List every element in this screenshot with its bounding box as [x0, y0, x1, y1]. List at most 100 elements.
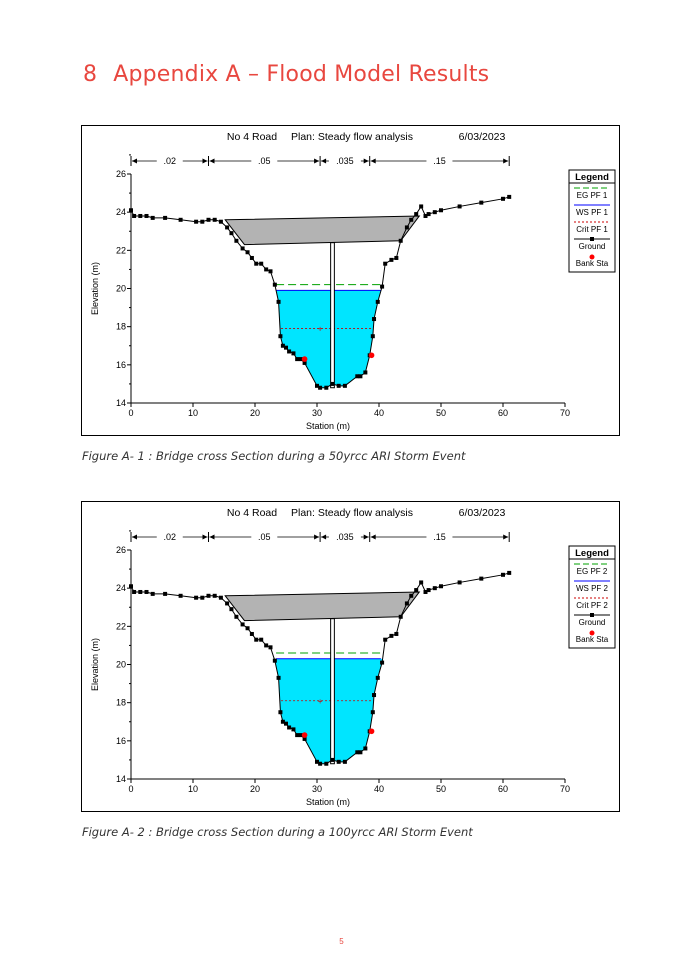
legend-title: Legend: [575, 548, 609, 559]
ground-point: [419, 204, 424, 209]
x-tick-label: 70: [560, 408, 570, 418]
mannings-label: .035: [336, 532, 354, 542]
ground-point: [132, 213, 137, 218]
ground-point: [194, 595, 199, 600]
x-tick-label: 10: [188, 784, 198, 794]
ground-point: [414, 588, 419, 593]
x-tick-label: 40: [374, 784, 384, 794]
ground-point: [298, 733, 303, 738]
ground-point: [383, 261, 388, 266]
ground-point: [501, 196, 505, 201]
ground-point: [276, 675, 281, 680]
mannings-label: .15: [433, 532, 446, 542]
ground-point: [144, 589, 149, 594]
ground-point: [439, 208, 443, 213]
ground-point: [398, 238, 403, 243]
ground-point: [229, 231, 234, 236]
ground-point: [336, 759, 341, 764]
bank-station-marker: [301, 356, 308, 362]
ground-point: [163, 215, 168, 220]
x-tick-label: 50: [436, 408, 446, 418]
ground-point: [370, 334, 375, 339]
ground-point: [138, 213, 143, 218]
bridge-pier: [330, 242, 335, 389]
ground-point: [278, 710, 283, 715]
figure-a1-chart: No 4 Road Plan: Steady flow analysis 6/03/…: [81, 125, 620, 436]
ground-point: [245, 250, 250, 255]
ground-point: [144, 213, 149, 218]
figure-a1-caption: Figure A- 1 : Bridge cross Section durin…: [82, 449, 466, 463]
ground-point: [276, 299, 281, 304]
ground-point: [150, 215, 155, 220]
bridge-deck: [224, 591, 421, 622]
ground-point: [358, 374, 363, 379]
ground-point: [200, 595, 205, 600]
water-area: [242, 658, 410, 764]
x-tick-label: 20: [250, 408, 260, 418]
ground-point: [355, 750, 360, 755]
legend-entry: Ground: [579, 618, 606, 627]
y-tick-label: 22: [116, 621, 126, 631]
ground-point: [287, 725, 292, 730]
ground-point: [336, 383, 341, 388]
ground-point: [218, 219, 223, 224]
mannings-arrowhead: [132, 158, 137, 164]
bank-station-marker: [368, 728, 375, 735]
legend-entry: Bank Sta: [576, 259, 609, 268]
ground-point: [225, 225, 230, 230]
ground-point: [229, 607, 234, 612]
ground-point: [302, 360, 307, 365]
ground-point: [272, 658, 277, 663]
y-tick-label: 14: [116, 398, 126, 408]
ground-point: [280, 719, 285, 724]
legend-entry: EG PF 1: [577, 191, 608, 200]
mannings-arrowhead: [503, 158, 509, 164]
ground-point: [315, 759, 319, 764]
ground-point: [259, 637, 264, 642]
ground-point: [206, 593, 211, 598]
chart-title-part: No 4 Road: [227, 507, 277, 519]
ground-point: [178, 217, 183, 222]
y-tick-label: 24: [116, 207, 126, 217]
ground-point: [132, 589, 137, 594]
y-axis-label: Elevation (m): [90, 262, 100, 315]
x-tick-label: 70: [560, 784, 570, 794]
ground-point: [355, 374, 360, 379]
mannings-arrowhead: [314, 158, 320, 164]
legend-entry: EG PF 2: [577, 567, 608, 576]
ground-point: [423, 213, 428, 218]
ground-point: [375, 299, 380, 304]
figure-a2-caption: Figure A- 2 : Bridge cross Section durin…: [82, 825, 473, 839]
ground-point: [249, 255, 254, 260]
x-tick-label: 10: [188, 408, 198, 418]
ground-point: [254, 261, 259, 266]
ground-point: [234, 238, 239, 243]
ground-point: [280, 343, 285, 348]
x-tick-label: 50: [436, 784, 446, 794]
y-tick-label: 24: [116, 583, 126, 593]
ground-point: [389, 633, 394, 638]
ground-point: [295, 357, 300, 362]
ground-point: [432, 586, 437, 591]
y-tick-label: 26: [116, 545, 126, 555]
x-tick-label: 20: [250, 784, 260, 794]
x-tick-label: 0: [128, 408, 133, 418]
bridge-deck: [224, 215, 421, 246]
legend-swatch-marker: [590, 237, 594, 241]
y-axis-label: Elevation (m): [90, 638, 100, 691]
ground-point: [389, 257, 394, 262]
ground-point: [394, 631, 399, 636]
legend-entry: Bank Sta: [576, 635, 609, 644]
ground-point: [342, 759, 347, 764]
ground-point: [375, 675, 380, 680]
ground-point: [372, 317, 377, 322]
ground-point: [432, 210, 437, 215]
mannings-arrowhead: [363, 534, 369, 540]
ground-point: [439, 584, 443, 589]
legend-entry: Crit PF 1: [576, 225, 608, 234]
ground-point: [278, 334, 283, 339]
mannings-label: .02: [163, 532, 176, 542]
ground-point: [318, 761, 323, 766]
mannings-arrowhead: [503, 534, 509, 540]
ground-point: [404, 601, 409, 606]
